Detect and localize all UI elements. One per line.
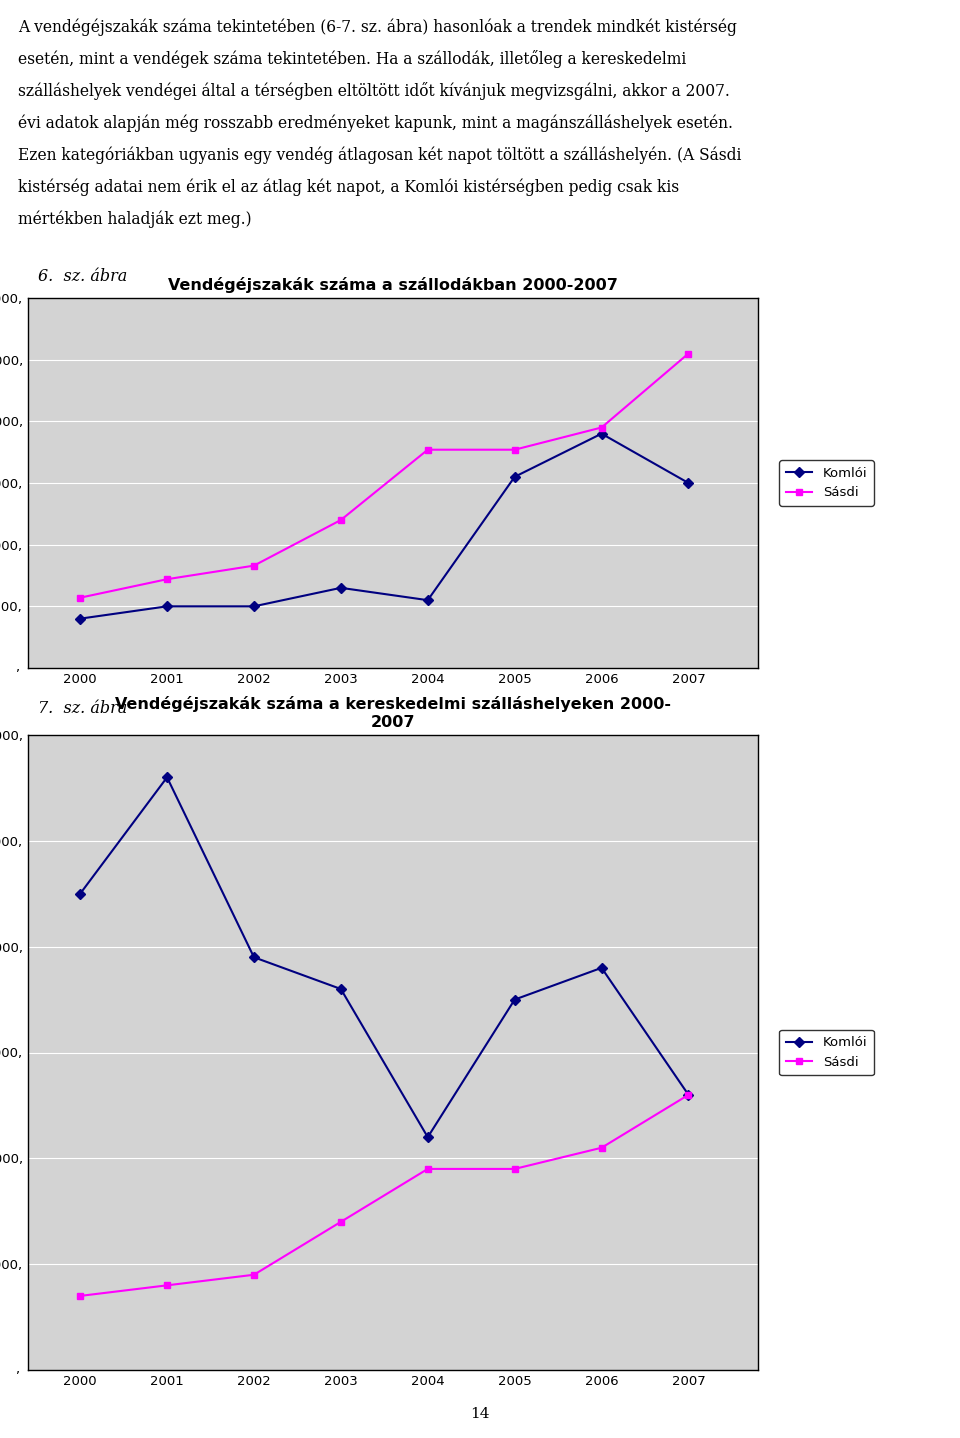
Legend: Komlói, Sásdi: Komlói, Sásdi xyxy=(780,1030,874,1076)
Legend: Komlói, Sásdi: Komlói, Sásdi xyxy=(780,460,874,506)
Text: szálláshelyek vendégei által a térségben eltöltött időt kívánjuk megvizsgálni, a: szálláshelyek vendégei által a térségben… xyxy=(18,82,730,101)
Text: 7.  sz. ábra: 7. sz. ábra xyxy=(38,700,128,718)
Text: kistérség adatai nem érik el az átlag két napot, a Komlói kistérségben pedig csa: kistérség adatai nem érik el az átlag ké… xyxy=(18,178,679,196)
Text: esetén, mint a vendégek száma tekintetében. Ha a szállodák, illetőleg a keresked: esetén, mint a vendégek száma tekintetéb… xyxy=(18,50,686,68)
Text: 14: 14 xyxy=(470,1406,490,1421)
Text: A vendégéjszakák száma tekintetében (6-7. sz. ábra) hasonlóak a trendek mindkét : A vendégéjszakák száma tekintetében (6-7… xyxy=(18,19,737,36)
Title: Vendégéjszakák száma a kereskedelmi szálláshelyeken 2000-
2007: Vendégéjszakák száma a kereskedelmi szál… xyxy=(115,696,671,729)
Title: Vendégéjszakák száma a szállodákban 2000-2007: Vendégéjszakák száma a szállodákban 2000… xyxy=(168,276,618,293)
Text: ,: , xyxy=(15,1363,19,1376)
Text: 6.  sz. ábra: 6. sz. ábra xyxy=(38,267,128,285)
Text: ,: , xyxy=(15,661,19,674)
Text: Ezen kategóriákban ugyanis egy vendég átlagosan két napot töltött a szálláshelyé: Ezen kategóriákban ugyanis egy vendég át… xyxy=(18,147,741,164)
Text: évi adatok alapján még rosszabb eredményeket kapunk, mint a magánszálláshelyek e: évi adatok alapján még rosszabb eredmény… xyxy=(18,114,733,131)
Text: mértékben haladják ezt meg.): mértékben haladják ezt meg.) xyxy=(18,210,252,227)
